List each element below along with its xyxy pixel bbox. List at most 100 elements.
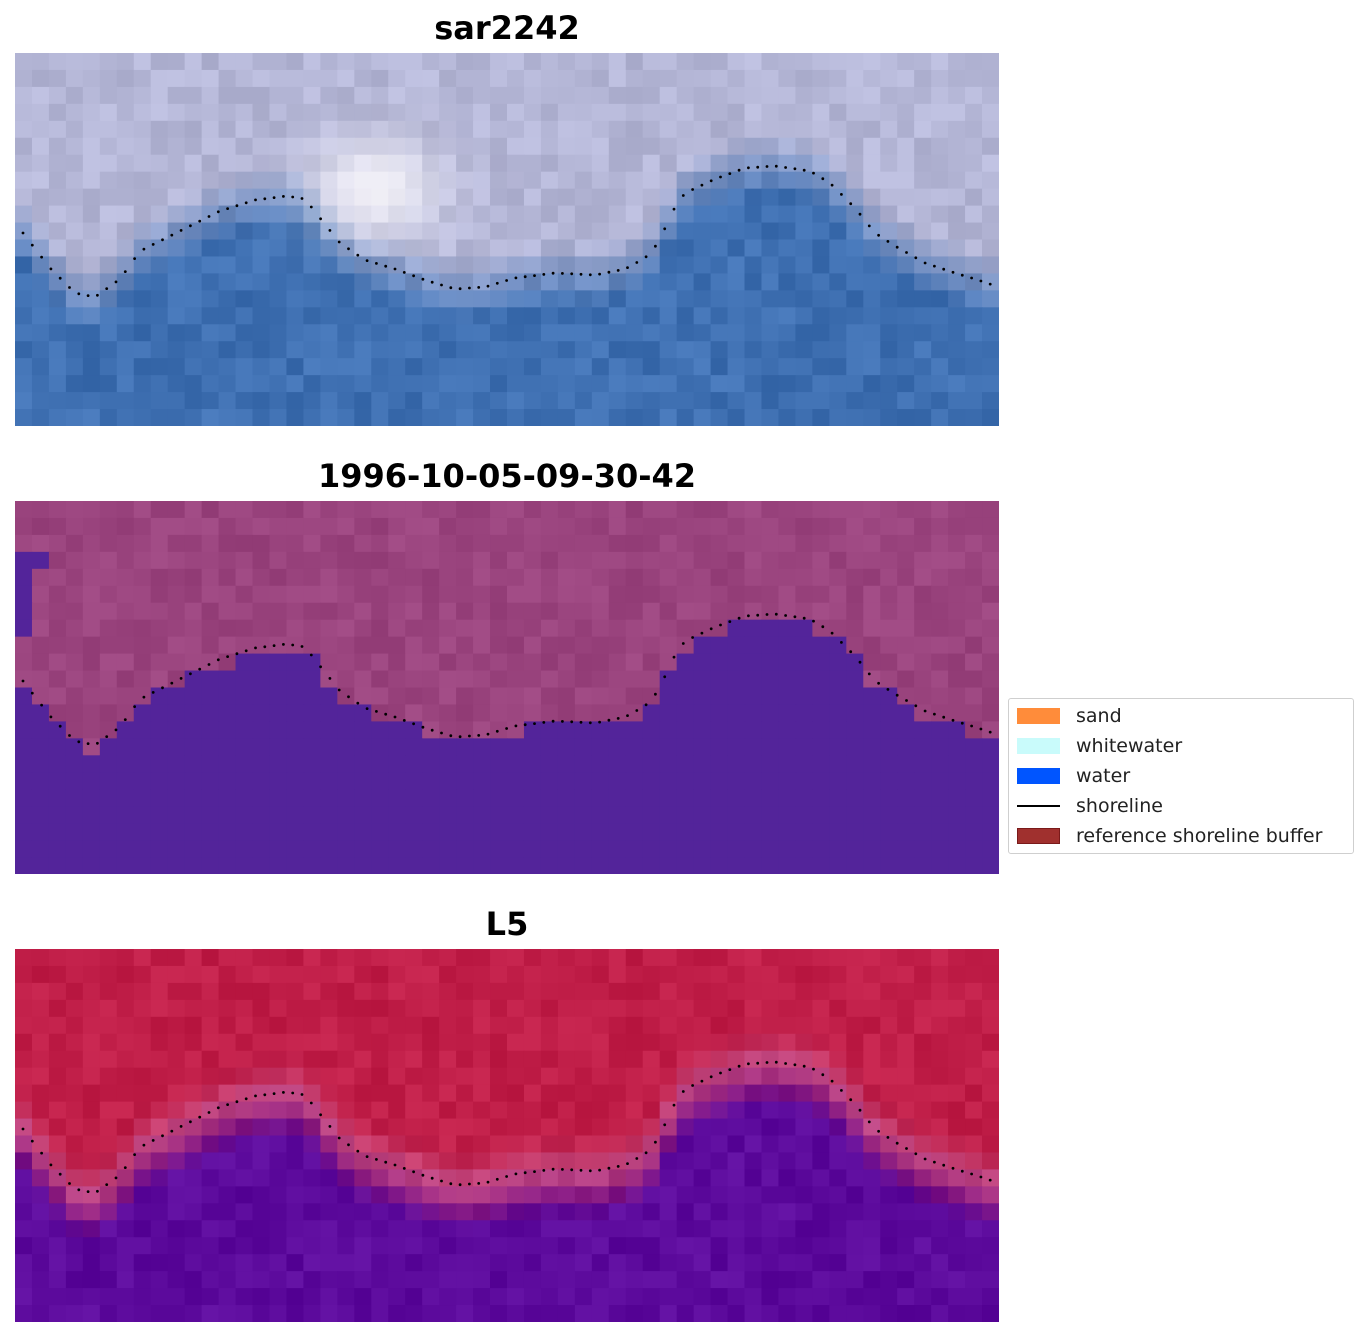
pixel-cell <box>625 69 644 88</box>
pixel-cell <box>608 1203 627 1221</box>
pixel-cell <box>642 982 661 1001</box>
pixel-cell <box>914 53 932 71</box>
pixel-cell <box>914 823 932 841</box>
shoreline-dot <box>672 207 676 211</box>
pixel-cell <box>116 1254 135 1272</box>
pixel-cell <box>931 409 949 426</box>
pixel-cell <box>65 1084 84 1103</box>
shoreline-dot <box>579 1168 583 1172</box>
pixel-cell <box>218 721 237 739</box>
pixel-cell <box>948 53 966 71</box>
pixel-cell <box>778 53 797 71</box>
pixel-cell <box>965 949 983 967</box>
pixel-cell <box>540 103 559 122</box>
pixel-cell <box>744 188 763 207</box>
pixel-cell <box>303 721 321 739</box>
pixel-cell <box>473 256 491 274</box>
pixel-cell <box>269 1237 288 1255</box>
pixel-cell <box>201 999 220 1018</box>
pixel-cell <box>150 1169 169 1187</box>
pixel-cell <box>846 53 864 71</box>
pixel-cell <box>829 1220 847 1238</box>
pixel-cell <box>965 53 983 71</box>
shoreline-dot <box>254 198 257 202</box>
shoreline-dot <box>468 734 471 738</box>
pixel-cell <box>591 86 610 105</box>
pixel-cell <box>303 551 321 570</box>
pixel-cell <box>693 273 712 291</box>
pixel-cell <box>608 188 627 207</box>
pixel-cell <box>710 1084 729 1103</box>
pixel-cell <box>710 568 729 587</box>
shoreline-dot <box>393 267 397 271</box>
shoreline-dot <box>384 264 388 268</box>
pixel-cell <box>744 1135 763 1154</box>
whitewater-swatch <box>1017 738 1060 754</box>
pixel-cell <box>574 409 593 426</box>
pixel-cell <box>405 1135 423 1154</box>
pixel-cell <box>540 1033 559 1052</box>
pixel-cell <box>388 1016 406 1035</box>
pixel-cell <box>405 585 423 604</box>
pixel-cell <box>625 375 644 393</box>
pixel-cell <box>490 806 508 824</box>
pixel-cell <box>676 517 695 536</box>
pixel-cell <box>727 409 746 426</box>
pixel-cell <box>812 1152 830 1170</box>
pixel-cell <box>99 999 118 1018</box>
pixel-cell <box>116 721 135 739</box>
pixel-cell <box>388 670 406 689</box>
pixel-cell <box>286 670 305 689</box>
pixel-cell <box>557 949 576 967</box>
pixel-cell <box>914 653 932 672</box>
pixel-cell <box>116 86 135 105</box>
pixel-cell <box>286 619 305 638</box>
pixel-cell <box>371 1254 389 1272</box>
pixel-cell <box>948 857 966 874</box>
pixel-cell <box>897 857 915 874</box>
pixel-cell <box>863 1118 881 1137</box>
pixel-cell <box>405 840 423 858</box>
pixel-cell <box>523 171 542 190</box>
pixel-cell <box>48 324 67 342</box>
pixel-cell <box>625 1050 644 1069</box>
pixel-cell <box>99 1101 118 1120</box>
pixel-cell <box>303 69 321 88</box>
pixel-cell <box>727 324 746 342</box>
pixel-cell <box>710 823 729 841</box>
pixel-cell <box>778 273 797 291</box>
pixel-cell <box>540 1084 559 1103</box>
pixel-cell <box>591 409 610 426</box>
pixel-cell <box>744 171 763 190</box>
pixel-cell <box>31 290 50 308</box>
pixel-cell <box>948 636 966 655</box>
pixel-cell <box>422 999 440 1018</box>
pixel-cell <box>676 273 695 291</box>
pixel-cell <box>337 69 355 88</box>
pixel-cell <box>252 1186 271 1204</box>
pixel-cell <box>744 1271 763 1289</box>
pixel-cell <box>710 1186 729 1204</box>
pixel-cell <box>133 568 152 587</box>
pixel-cell <box>303 1101 321 1120</box>
pixel-cell <box>812 69 830 88</box>
pixel-cell <box>490 137 508 156</box>
pixel-cell <box>761 273 780 291</box>
pixel-cell <box>863 653 881 672</box>
pixel-cell <box>439 517 457 536</box>
pixel-cell <box>490 738 508 756</box>
pixel-cell <box>303 965 321 984</box>
pixel-cell <box>371 517 389 536</box>
pixel-cell <box>422 205 440 224</box>
pixel-cell <box>133 205 152 224</box>
pixel-cell <box>31 239 50 258</box>
pixel-cell <box>676 636 695 655</box>
pixel-cell <box>557 653 576 672</box>
pixel-cell <box>235 171 254 190</box>
pixel-cell <box>829 1271 847 1289</box>
pixel-cell <box>490 721 508 739</box>
pixel-cell <box>507 1067 525 1086</box>
shoreline-dot <box>561 1168 564 1171</box>
pixel-cell <box>965 392 983 410</box>
pixel-cell <box>948 789 966 807</box>
